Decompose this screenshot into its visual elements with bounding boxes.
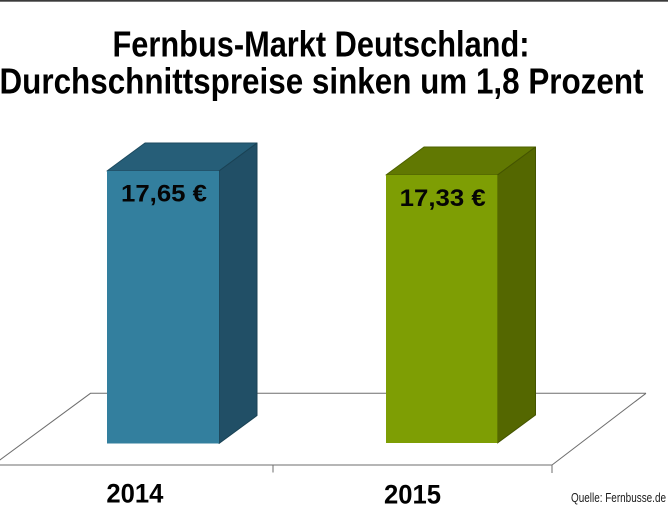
svg-text:17,65 €: 17,65 € xyxy=(121,180,207,207)
svg-text:2014: 2014 xyxy=(106,478,163,507)
svg-text:Durchschnittspreise sinken um: Durchschnittspreise sinken um 1,8 Prozen… xyxy=(0,61,644,102)
svg-text:Quelle: Fernbusse.de: Quelle: Fernbusse.de xyxy=(571,490,666,505)
svg-text:17,33 €: 17,33 € xyxy=(400,185,486,212)
svg-text:Fernbus-Markt Deutschland:: Fernbus-Markt Deutschland: xyxy=(113,24,530,65)
svg-text:2015: 2015 xyxy=(384,480,441,507)
